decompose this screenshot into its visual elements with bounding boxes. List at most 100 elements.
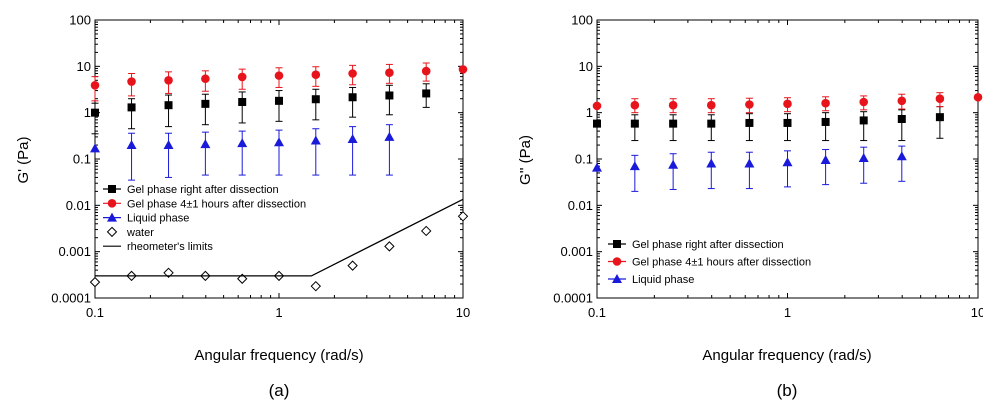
- x-tick-label: 0.1: [86, 305, 104, 320]
- y-tick-label: 1: [586, 105, 593, 120]
- x-tick-label: 0.1: [588, 305, 606, 320]
- data-point: [457, 211, 469, 222]
- data-point: [127, 77, 136, 86]
- data-point: [237, 72, 247, 82]
- data-point: [201, 74, 210, 84]
- x-tick-label: 1: [275, 305, 282, 320]
- data-point: [310, 280, 322, 292]
- y-tick-label: 10: [77, 59, 91, 74]
- data-point: [783, 99, 792, 109]
- data-point: [274, 137, 284, 147]
- data-point: [422, 89, 431, 98]
- y-tick-label: 0.1: [73, 152, 91, 167]
- y-tick-label: 0.01: [568, 198, 593, 213]
- y-tick-label: 0.1: [575, 152, 593, 167]
- series-gel-phase-4-1-hours-after-dissection: [90, 62, 468, 102]
- legend-label: rheometer's limits: [127, 241, 213, 253]
- data-point: [668, 100, 678, 110]
- series-gel-phase-right-after-dissection: [91, 83, 431, 135]
- data-point: [859, 97, 869, 107]
- legend-label: Gel phase right after dissection: [632, 239, 784, 251]
- data-point: [384, 241, 395, 252]
- legend-marker: [612, 257, 622, 266]
- data-point: [668, 159, 679, 169]
- series-liquid-phase: [592, 145, 907, 192]
- data-point: [348, 69, 357, 78]
- data-point: [897, 96, 907, 106]
- legend-label: Liquid phase: [632, 274, 694, 286]
- series-gel-phase-right-after-dissection: [593, 106, 944, 142]
- data-point: [274, 71, 284, 80]
- x-tick-label: 10: [456, 305, 470, 320]
- legend-marker: [613, 240, 621, 248]
- data-point: [348, 93, 357, 102]
- data-point: [310, 135, 321, 145]
- legend-label: Gel phase 4±1 hours after dissection: [632, 257, 811, 269]
- data-point: [669, 119, 678, 128]
- data-point: [420, 225, 432, 237]
- panel-caption: (a): [269, 381, 290, 400]
- y-tick-label: 0.001: [560, 244, 593, 259]
- data-point: [630, 119, 639, 128]
- data-point: [592, 101, 602, 111]
- y-tick-label: 0.0001: [51, 291, 91, 306]
- data-point: [384, 131, 395, 141]
- limit-line: [95, 198, 464, 277]
- data-point: [629, 161, 640, 171]
- x-axis-label: Angular frequency (rad/s): [702, 347, 871, 364]
- y-tick-label: 0.001: [58, 244, 91, 259]
- x-tick-label: 10: [971, 305, 983, 320]
- panel-a: Angular frequency (rad/s) G' (Pa) (a) 0.…: [15, 13, 470, 401]
- legend-marker: [106, 226, 118, 238]
- data-point: [706, 158, 717, 168]
- data-point: [593, 119, 601, 128]
- data-point: [820, 155, 831, 165]
- series-gel-phase-4-1-hours-after-dissection: [592, 92, 983, 114]
- y-tick-label: 100: [69, 13, 91, 28]
- data-point: [896, 151, 907, 161]
- data-point: [935, 94, 945, 104]
- data-point: [200, 139, 211, 149]
- data-point: [744, 158, 755, 168]
- data-point: [630, 100, 640, 110]
- data-point: [385, 91, 394, 100]
- data-point: [935, 113, 944, 122]
- data-point: [164, 75, 173, 85]
- data-point: [385, 68, 394, 77]
- data-point: [127, 103, 136, 112]
- y-tick-label: 0.01: [66, 198, 91, 213]
- data-point: [821, 117, 830, 126]
- data-point: [126, 140, 137, 150]
- data-point: [237, 138, 248, 148]
- data-point: [858, 153, 869, 163]
- data-point: [238, 97, 247, 106]
- data-point: [163, 140, 174, 150]
- data-point: [275, 96, 283, 105]
- data-point: [201, 99, 210, 108]
- data-point: [707, 119, 716, 128]
- legend-marker: [107, 212, 117, 222]
- data-point: [347, 134, 358, 144]
- data-point: [859, 116, 868, 125]
- legend-marker: [612, 274, 622, 283]
- y-tick-label: 100: [571, 13, 593, 28]
- y-axis-label: G'' (Pa): [517, 135, 534, 185]
- legend-label: Gel phase right after dissection: [127, 184, 279, 196]
- y-axis-label: G' (Pa): [15, 136, 32, 183]
- legend-label: water: [126, 227, 154, 239]
- panel-caption: (b): [777, 381, 798, 400]
- data-point: [706, 100, 716, 110]
- data-point: [311, 95, 320, 104]
- legend-label: Liquid phase: [127, 213, 189, 225]
- data-point: [164, 101, 173, 110]
- x-axis-label: Angular frequency (rad/s): [194, 347, 363, 364]
- data-point: [783, 118, 792, 127]
- data-point: [897, 114, 906, 123]
- y-tick-label: 10: [579, 59, 593, 74]
- data-point: [163, 267, 174, 278]
- data-point: [421, 66, 431, 76]
- data-point: [745, 118, 754, 127]
- data-point: [782, 157, 793, 167]
- data-point: [90, 143, 100, 153]
